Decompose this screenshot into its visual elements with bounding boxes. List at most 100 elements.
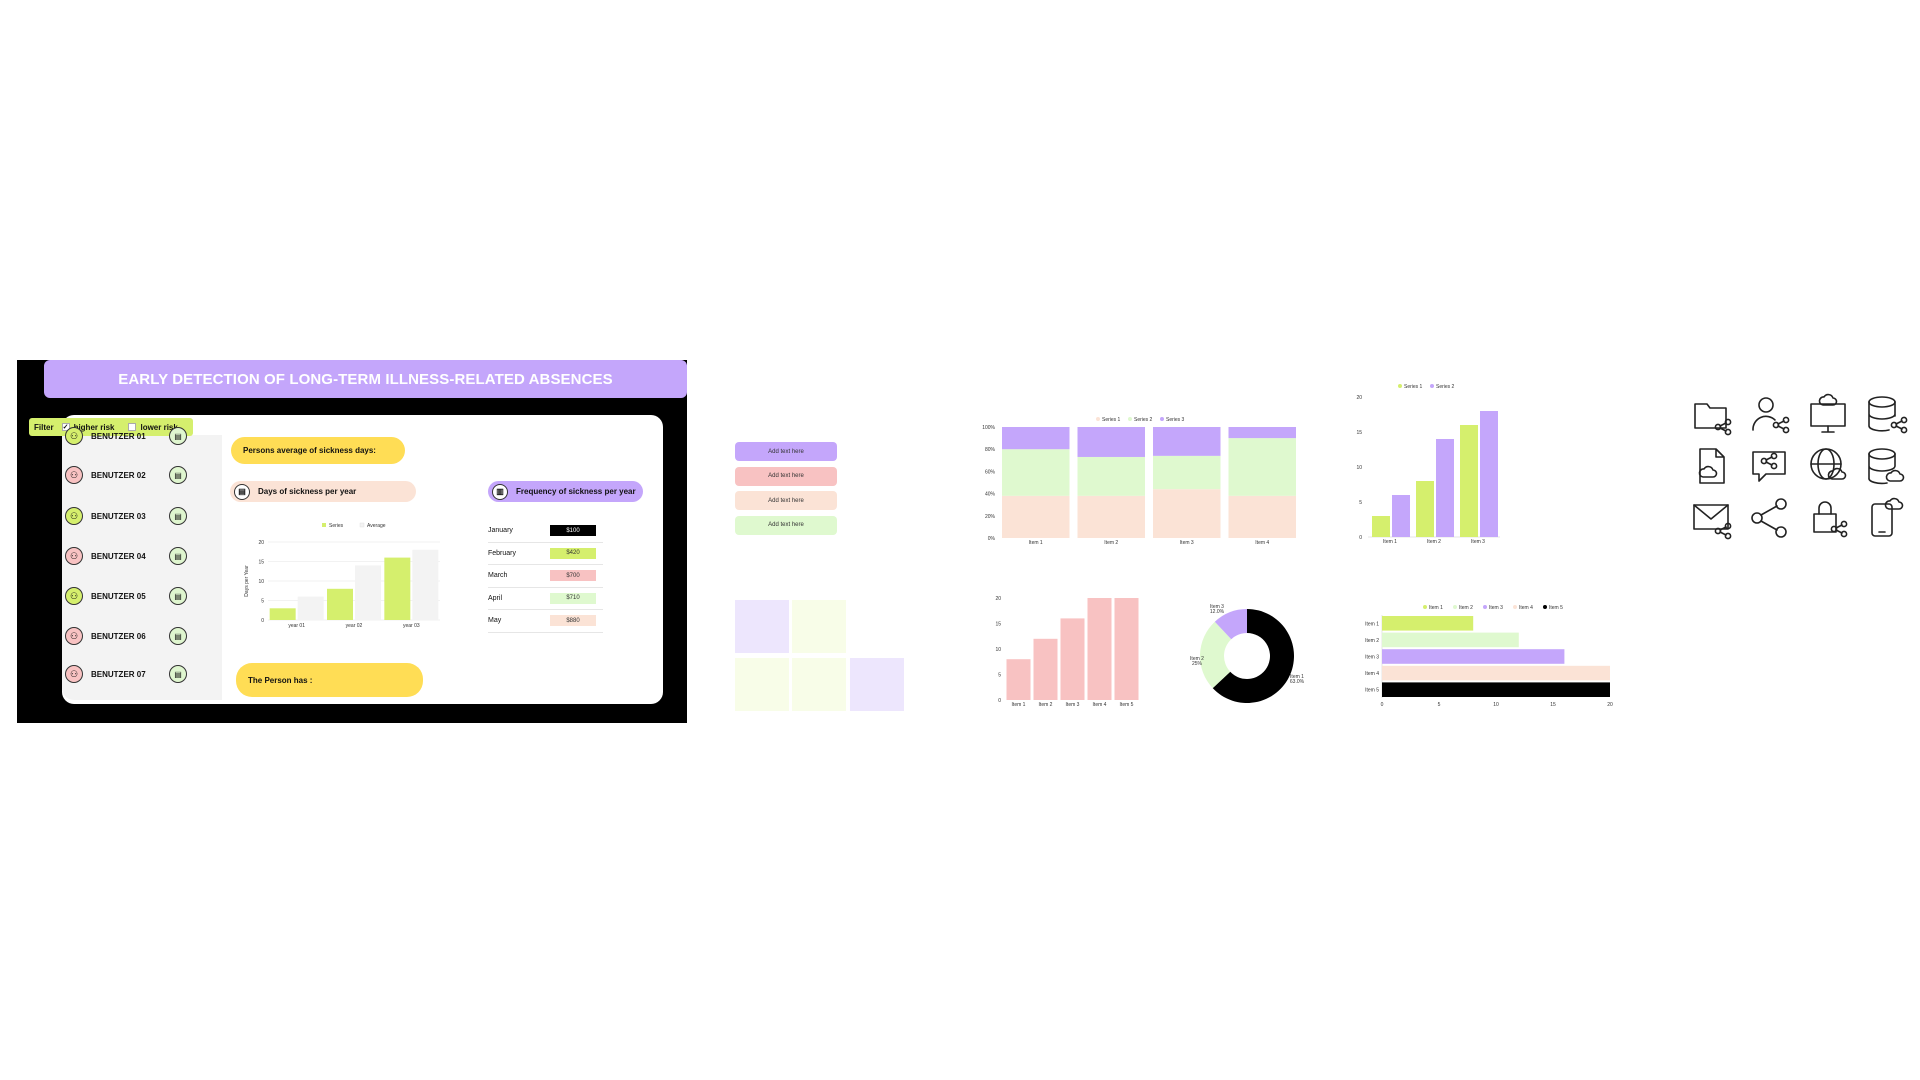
bar xyxy=(1416,481,1434,537)
user-row[interactable]: ⚇ BENUTZER 01 ▤ xyxy=(65,425,205,447)
user-list xyxy=(62,435,222,700)
share-node xyxy=(1782,416,1790,424)
bar xyxy=(1060,618,1085,700)
lock-shackle xyxy=(1818,501,1832,515)
user-report-icon[interactable]: ▤ xyxy=(169,466,187,484)
y-tick-label: 20% xyxy=(985,514,996,520)
grouped-bar-chart: 0 5 10 15 20 Item 1 Item 2 Item 3 Series 1 Series… xyxy=(1356,384,1500,545)
user-row[interactable]: ⚇ BENUTZER 03 ▤ xyxy=(65,505,205,527)
cloud-shape xyxy=(1885,469,1905,482)
legend-swatch xyxy=(1543,605,1547,609)
user-name: BENUTZER 04 xyxy=(91,551,146,561)
add-text-button[interactable]: Add text here xyxy=(735,442,837,461)
database-cloud-icon xyxy=(1864,444,1908,488)
folder-share-icon-svg xyxy=(1694,403,1732,436)
stacked-bar-segment xyxy=(1153,455,1221,490)
frequency-month: April xyxy=(488,594,503,602)
y-tick-label: Item 2 xyxy=(1365,638,1379,644)
user-report-icon[interactable]: ▤ xyxy=(169,627,187,645)
user-row[interactable]: ⚇ BENUTZER 06 ▤ xyxy=(65,625,205,647)
stacked-bar-segment xyxy=(1002,427,1070,450)
user-avatar-icon: ⚇ xyxy=(65,627,83,645)
frequency-value: $710 xyxy=(550,592,596,604)
legend-label: Series 1 xyxy=(1404,384,1423,390)
folder-shape xyxy=(1694,403,1727,429)
mail-share-icon-svg xyxy=(1693,504,1732,540)
legend-label: Series 2 xyxy=(1134,417,1153,423)
share-icon xyxy=(1748,496,1792,540)
legend-swatch xyxy=(1483,605,1487,609)
y-tick-label: 20 xyxy=(995,596,1001,602)
bar xyxy=(1382,649,1565,664)
y-tick-label: 0 xyxy=(261,618,264,624)
user-row[interactable]: ⚇ BENUTZER 04 ▤ xyxy=(65,545,205,567)
add-text-button[interactable]: Add text here xyxy=(735,515,837,535)
user-report-icon[interactable]: ▤ xyxy=(169,547,187,565)
frequency-pill: ▥ Frequency of sickness per year xyxy=(488,481,643,502)
user-row[interactable]: ⚇ BENUTZER 05 ▤ xyxy=(65,585,205,607)
add-text-button[interactable]: Add text here xyxy=(735,491,837,510)
user-report-icon[interactable]: ▤ xyxy=(169,427,187,445)
bar xyxy=(412,549,439,620)
globe-cloud-icon xyxy=(1806,444,1850,488)
user-row[interactable]: ⚇ BENUTZER 02 ▤ xyxy=(65,464,205,486)
bar xyxy=(327,588,353,620)
y-tick-label: Item 3 xyxy=(1365,655,1379,661)
frequency-row: February $420 xyxy=(488,543,603,565)
person-has-label: The Person has : xyxy=(248,675,313,685)
lower-risk-label: lower risk xyxy=(140,422,178,432)
user-name: BENUTZER 02 xyxy=(91,470,146,480)
bar xyxy=(1436,439,1454,537)
bar xyxy=(1087,598,1112,700)
file-cloud-icon-svg xyxy=(1698,448,1725,484)
user-name: BENUTZER 03 xyxy=(91,511,146,521)
legend-label: Series xyxy=(329,523,344,529)
person-has-pill: The Person has : xyxy=(236,663,423,697)
user-avatar-icon: ⚇ xyxy=(65,507,83,525)
user-report-icon[interactable]: ▤ xyxy=(169,507,187,525)
icon-strokes xyxy=(1868,396,1908,434)
share-node xyxy=(1900,426,1908,434)
icon-strokes xyxy=(1810,448,1847,480)
legend-swatch xyxy=(1513,605,1517,609)
bar xyxy=(355,565,381,620)
donut-slice xyxy=(1200,621,1232,689)
y-tick-label: 20 xyxy=(258,540,264,546)
y-tick-label: 0% xyxy=(988,536,996,542)
x-tick-label: Item 1 xyxy=(1383,539,1397,545)
user-row[interactable]: ⚇ BENUTZER 07 ▤ xyxy=(65,663,205,685)
y-tick-label: 100% xyxy=(982,425,995,431)
add-text-button[interactable]: Add text here xyxy=(735,466,837,486)
share-node xyxy=(1775,498,1787,510)
x-tick-label: Item 3 xyxy=(1180,540,1194,545)
days-per-year-chart: 0 5 10 15 20 Days per Year year 01 year 02 year … xyxy=(244,522,440,629)
bar xyxy=(1382,616,1474,631)
frequency-month: February xyxy=(488,549,517,557)
user-report-icon[interactable]: ▤ xyxy=(169,587,187,605)
frequency-label: Frequency of sickness per year xyxy=(516,487,636,496)
color-swatch xyxy=(735,600,789,653)
days-per-year-label: Days of sickness per year xyxy=(258,487,357,496)
x-tick-label: year 01 xyxy=(288,623,305,629)
monitor-cloud-icon xyxy=(1806,392,1850,436)
share-node xyxy=(1751,512,1763,524)
x-tick-label: Item 2 xyxy=(1427,539,1441,545)
frequency-month: May xyxy=(488,617,502,625)
slice-label: Item 3 xyxy=(1210,604,1224,610)
chat-share-icon xyxy=(1748,444,1792,488)
document-icon: ▥ xyxy=(492,483,508,500)
color-swatch xyxy=(792,658,846,711)
share-node xyxy=(1760,457,1768,465)
legend-swatch xyxy=(322,523,326,527)
body-shape xyxy=(1752,415,1776,431)
legend-label: Series 2 xyxy=(1436,384,1455,390)
lower-risk-checkbox[interactable] xyxy=(128,423,137,431)
share-link xyxy=(1835,524,1843,534)
bar xyxy=(1006,659,1031,700)
stacked-percent-chart: 0% 20% 40% 60% 80% 100% Item 1 Item 2 Item 3 Item… xyxy=(982,417,1296,545)
user-report-icon[interactable]: ▤ xyxy=(169,665,187,683)
bar xyxy=(1382,665,1610,681)
file-cloud-icon xyxy=(1690,444,1734,488)
slice-label: Item 1 xyxy=(1290,674,1304,680)
donut-slice xyxy=(1214,609,1247,640)
